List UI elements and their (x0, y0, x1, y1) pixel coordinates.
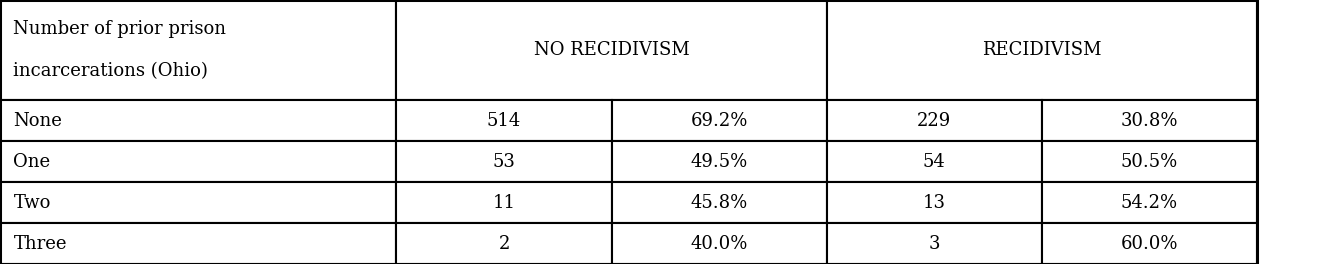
Bar (0, 0, 396, 100)
Text: One: One (13, 153, 51, 171)
Bar (1042, 141, 1257, 182)
Bar (827, 223, 1042, 264)
Bar (827, 0, 1257, 100)
Bar (396, 0, 827, 100)
Bar (827, 141, 1042, 182)
Bar (1042, 100, 1257, 141)
Text: 11: 11 (492, 194, 516, 212)
Text: NO RECIDIVISM: NO RECIDIVISM (534, 41, 689, 59)
Bar (0, 100, 396, 141)
Text: incarcerations (Ohio): incarcerations (Ohio) (13, 62, 208, 80)
Bar (0, 182, 396, 223)
Bar (1042, 182, 1257, 223)
Bar (827, 182, 1042, 223)
Text: 13: 13 (922, 194, 946, 212)
Text: None: None (13, 112, 62, 130)
Text: 50.5%: 50.5% (1121, 153, 1177, 171)
Text: 54: 54 (923, 153, 945, 171)
Text: Two: Two (13, 194, 51, 212)
Text: 53: 53 (492, 153, 516, 171)
Bar (396, 141, 612, 182)
Bar (612, 141, 827, 182)
Bar (612, 100, 827, 141)
Text: 2: 2 (499, 234, 509, 253)
Bar (612, 223, 827, 264)
Text: 45.8%: 45.8% (691, 194, 747, 212)
Bar (612, 182, 827, 223)
Bar (396, 223, 612, 264)
Text: 49.5%: 49.5% (691, 153, 747, 171)
Text: 54.2%: 54.2% (1121, 194, 1177, 212)
Text: 229: 229 (917, 112, 952, 130)
Bar (0, 223, 396, 264)
Text: 514: 514 (487, 112, 521, 130)
Bar (396, 182, 612, 223)
Bar (1042, 223, 1257, 264)
Text: 3: 3 (929, 234, 939, 253)
Text: 60.0%: 60.0% (1121, 234, 1177, 253)
Text: RECIDIVISM: RECIDIVISM (982, 41, 1101, 59)
Bar (0, 141, 396, 182)
Text: Number of prior prison: Number of prior prison (13, 20, 226, 38)
Text: Three: Three (13, 234, 67, 253)
Bar (396, 100, 612, 141)
Text: 69.2%: 69.2% (691, 112, 747, 130)
Text: 30.8%: 30.8% (1121, 112, 1177, 130)
Text: 40.0%: 40.0% (691, 234, 747, 253)
Bar (827, 100, 1042, 141)
